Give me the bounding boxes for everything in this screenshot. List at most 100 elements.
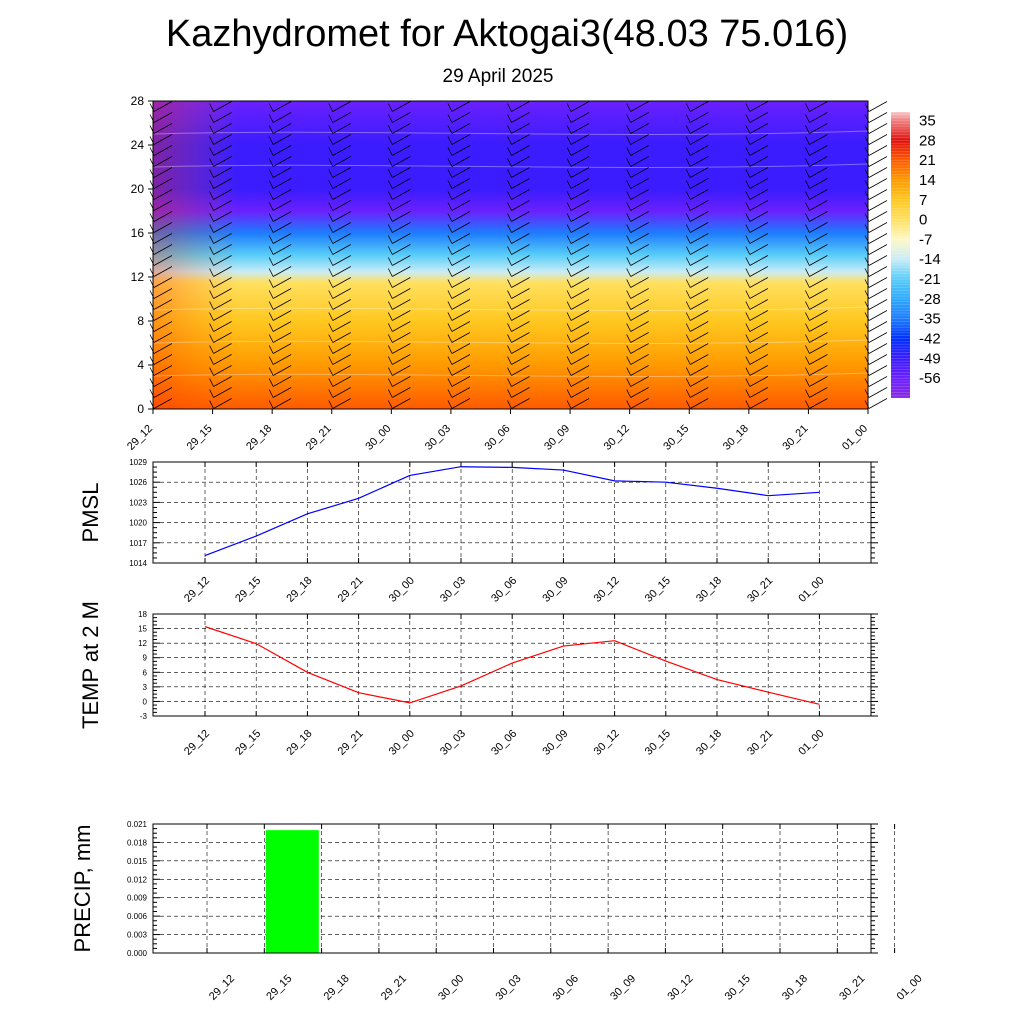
wind-barb-flag [626,389,632,398]
wind-barb [868,123,888,134]
wind-barb [451,123,471,134]
wind-barb-flag [507,400,512,409]
wind-barb [511,101,530,112]
wind-barb-flag [447,114,453,123]
wind-barb-flag [805,268,810,277]
colorbar-label: 0 [919,212,927,229]
x-tick-label: 30_00 [436,973,466,1003]
wind-barb [749,266,769,277]
wind-barb [690,123,709,134]
wind-barb [690,266,709,277]
wind-barb-flag [447,224,453,233]
colorbar-label: 7 [919,192,927,209]
wind-barb [809,189,828,200]
wind-barb-flag [328,257,334,266]
wind-barb-flag [745,356,751,365]
wind-barb [332,255,351,266]
wind-barb-flag [328,323,334,332]
wind-barb [511,112,530,123]
wind-barb [868,244,888,255]
wind-barb-flag [387,158,393,167]
wind-barb [868,277,888,288]
wind-barb [570,123,590,134]
y-tick-label: 0.021 [127,820,148,829]
wind-barb [272,376,292,387]
wind-barb-flag [447,323,453,332]
wind-barb-flag [447,345,453,354]
wind-barb-flag [745,290,751,299]
wind-barb-flag [805,323,810,332]
wind-barb [690,387,709,398]
wind-barb-flag [626,224,632,233]
x-tick-label: 30_12 [592,728,622,758]
wind-barb [511,134,530,145]
wind-barb-flag [626,279,632,288]
wind-barb-flag [685,158,691,167]
y-tick-label: 1026 [129,478,147,487]
wind-barb-flag [328,114,334,123]
wind-barb [451,321,471,332]
wind-barb-flag [745,268,751,277]
wind-barb-flag [387,290,393,299]
wind-barb-flag [268,345,274,354]
wind-barb-flag [566,400,572,409]
wind-barb [392,200,411,211]
wind-barb [272,145,292,156]
wind-barb-flag [507,246,512,255]
wind-barb [451,343,471,354]
wind-barb [570,101,590,112]
colorbar-label: -42 [919,331,941,348]
wind-barb [511,211,530,222]
wind-barb [153,310,173,321]
wind-barb [809,398,828,409]
wind-barb [511,255,530,266]
wind-barb [392,310,411,321]
wind-barb [749,134,769,145]
wind-barb-flag [507,224,512,233]
wind-barb [630,288,649,299]
wind-barb [809,123,828,134]
wind-barb-flag [566,301,572,310]
wind-barb-flag [626,202,632,211]
wind-barb [570,332,590,343]
wind-barb [272,189,292,200]
wind-barb [272,343,292,354]
wind-barb-flag [685,257,691,266]
x-tick-label: 30_21 [780,423,810,453]
wind-barb [570,178,590,189]
wind-barb-flag [566,334,572,343]
wind-barb-flag [685,334,691,343]
wind-barb [868,299,888,310]
x-tick-label: 30_06 [489,728,519,758]
wind-barb [570,343,590,354]
wind-barb [868,189,888,200]
wind-barb-flag [566,147,572,156]
wind-barb [630,332,649,343]
wind-barb [153,222,173,233]
wind-barb [630,255,649,266]
wind-barb-flag [387,301,393,310]
wind-barb [749,233,769,244]
wind-barb-flag [566,378,572,387]
wind-barb [809,145,828,156]
wind-barb-flag [328,136,334,145]
x-tick-label: 30_06 [489,575,519,605]
wind-barb [570,277,590,288]
y-tick-label: 1023 [129,498,147,507]
wind-barb [392,266,411,277]
wind-barb-flag [447,334,453,343]
wind-barb-flag [387,125,393,134]
y-tick-label: 16 [131,226,145,240]
y-tick-label: -3 [140,712,148,721]
wind-barb-flag [566,235,572,244]
wind-barb [630,310,649,321]
wind-barb [809,134,828,145]
wind-barb-flag [805,356,810,365]
wind-barb-flag [626,356,632,365]
colorbar-label: -28 [919,291,941,308]
x-tick-label: 29_18 [322,973,352,1003]
wind-barb-flag [507,345,512,354]
wind-barb-flag [387,389,393,398]
wind-barb-flag [566,213,572,222]
x-tick-label: 30_21 [837,973,867,1003]
